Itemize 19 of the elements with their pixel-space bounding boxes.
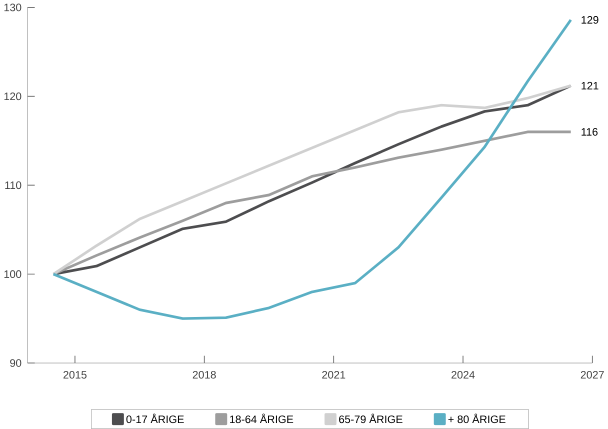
legend-label: 18-64 ÅRIGE [230,414,294,424]
y-tick-label: 110 [5,181,22,190]
y-tick-label: 100 [4,270,22,278]
y-tick-label: 90 [10,359,22,367]
data-label: 121 [582,82,598,90]
x-tick-label: 2027 [580,370,604,379]
line-series [52,84,572,276]
legend-label: 65-79 ÅRIGE [339,414,402,424]
x-tick-label: 2021 [322,370,346,379]
data-label: 116 [582,128,598,136]
x-tick-label: 2015 [63,370,87,379]
y-tick-label: 120 [4,92,22,100]
line-series [52,18,572,320]
data-label: 129 [582,16,598,24]
y-tick-label: 130 [4,4,22,12]
legend-label: + 80 ÅRIGE [448,414,506,424]
legend-label: 0-17 ÅRIGE [126,414,184,424]
x-tick-label: 2024 [452,370,475,379]
x-tick-label: 2018 [192,370,216,379]
